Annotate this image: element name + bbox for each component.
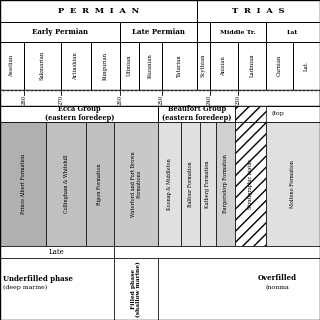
Text: Prince Albert Formation: Prince Albert Formation [21,154,26,214]
Bar [0,246,114,258]
Text: Carnian: Carnian [277,55,282,76]
Text: T  R  I  A  S: T R I A S [232,7,285,15]
Bar [91,42,120,90]
Text: Early Permian: Early Permian [32,28,88,36]
Text: Anisian: Anisian [221,56,227,76]
Bar [158,122,181,246]
Bar [181,122,200,246]
Bar [158,258,320,320]
Bar [197,42,210,90]
Bar [61,42,91,90]
Bar [266,122,320,246]
Bar [120,42,139,90]
Text: Ecca Group
(eastern foredeep): Ecca Group (eastern foredeep) [44,105,114,123]
Text: Burgersdorp Formation: Burgersdorp Formation [223,155,228,213]
Bar [114,246,320,258]
Text: Lat.: Lat. [304,60,309,71]
Text: Beaufort Group
(eastern foredeep): Beaufort Group (eastern foredeep) [162,105,231,123]
Text: P  E  R  M  I  A  N: P E R M I A N [58,7,139,15]
Text: 270: 270 [58,95,63,105]
Text: Koonap & Middleton: Koonap & Middleton [167,158,172,210]
Text: Balfour Formation: Balfour Formation [188,161,193,207]
Text: Molteno Formation: Molteno Formation [290,160,295,208]
Text: Ladinian: Ladinian [250,54,254,77]
Bar [210,42,238,90]
Text: Waterford and Fort Brown
Formations: Waterford and Fort Brown Formations [131,151,141,217]
Bar [0,22,120,42]
Bar [0,90,320,106]
Bar [0,122,46,246]
Bar [293,42,320,90]
Text: Artinskian: Artinskian [74,52,78,80]
Bar [46,122,86,246]
Text: Sakmarian: Sakmarian [40,51,45,80]
Text: Late: Late [49,248,65,256]
Bar [200,122,216,246]
Bar [235,106,320,122]
Text: Scythian: Scythian [201,54,206,77]
Text: Asselian: Asselian [10,54,14,77]
Text: Underfilled phase: Underfilled phase [3,275,73,283]
Text: 230: 230 [236,95,241,105]
Text: Katberg Formation: Katberg Formation [205,160,211,208]
Text: (deep marine): (deep marine) [3,284,47,290]
Bar [162,42,197,90]
Bar [0,42,24,90]
Text: 260: 260 [117,95,123,105]
Text: Filled phase
(shallow marine): Filled phase (shallow marine) [131,261,141,317]
Text: (nonma: (nonma [266,284,290,290]
Text: Collingham & Whitehill: Collingham & Whitehill [64,155,69,213]
Text: 280: 280 [21,95,27,105]
Bar [24,42,61,90]
Bar [197,0,320,22]
Bar [216,122,235,246]
Text: (top: (top [271,111,284,116]
Bar [86,122,114,246]
Text: Tatarian: Tatarian [177,54,182,77]
Text: 250: 250 [159,95,164,105]
Text: Ripon Formation: Ripon Formation [98,163,102,205]
Bar [0,0,197,22]
Bar [235,106,266,122]
Text: Stratigraphic hiatus: Stratigraphic hiatus [248,159,253,209]
Bar [238,42,266,90]
Bar [114,258,158,320]
Text: Kazanian: Kazanian [148,53,153,78]
Bar [139,42,162,90]
Bar [0,258,114,320]
Text: Middle Tr.: Middle Tr. [220,29,255,35]
Text: Kungurian: Kungurian [103,52,108,80]
Text: Overfilled: Overfilled [258,274,297,282]
Bar [210,22,266,42]
Bar [114,122,158,246]
Bar [266,22,320,42]
Bar [120,22,197,42]
Bar [266,42,293,90]
Text: Lat: Lat [287,29,299,35]
Text: Ufimian: Ufimian [127,55,132,76]
Text: Late Permian: Late Permian [132,28,185,36]
Bar [235,122,266,246]
Bar [158,106,235,122]
Bar [0,106,158,122]
Text: 240: 240 [207,95,212,105]
